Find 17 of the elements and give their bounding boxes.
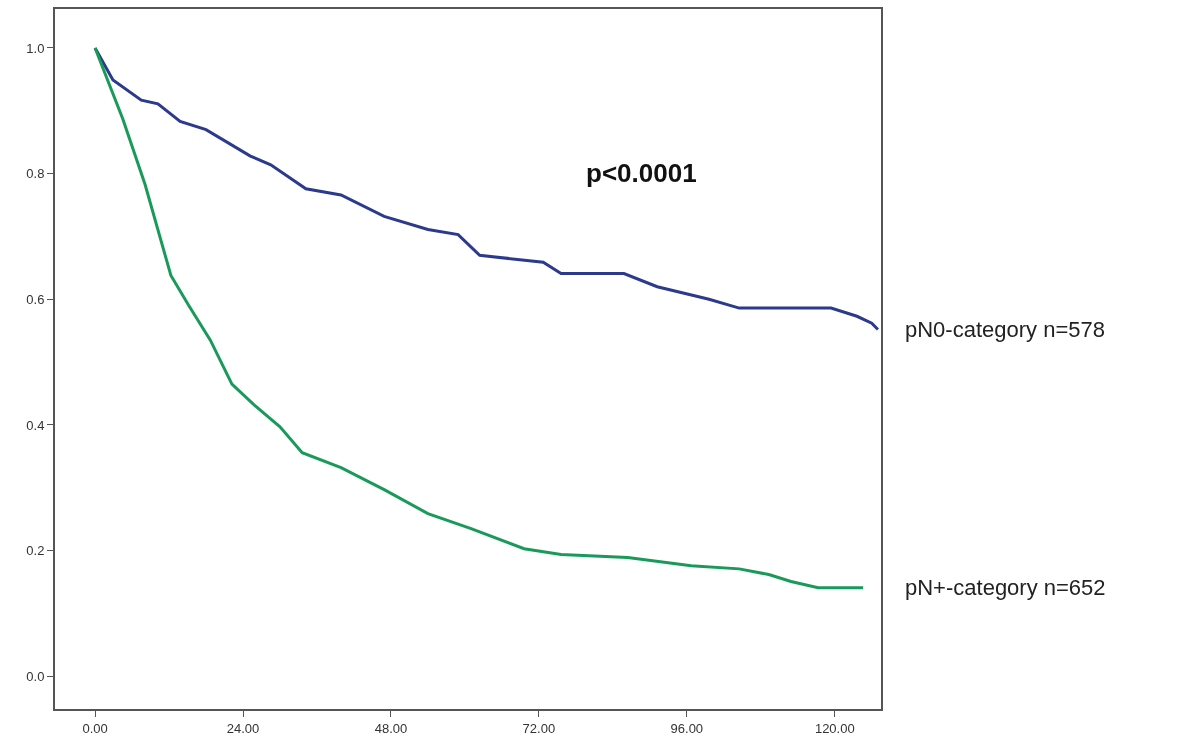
x-tick-label: 48.00 [374, 720, 408, 736]
y-tick-label: 0.8 [26, 166, 45, 182]
x-tick-label: 0.00 [82, 720, 108, 736]
y-tick-label: 0.4 [26, 417, 45, 433]
y-tick-label: 0.2 [26, 543, 45, 559]
y-tick-label: 0.6 [26, 291, 45, 307]
x-tick-label: 72.00 [522, 720, 556, 736]
line-series [93, 46, 880, 331]
x-tick-label: 120.00 [814, 720, 855, 736]
x-tick-label: 96.00 [670, 720, 704, 736]
line-series [93, 46, 865, 590]
annotation: p<0.0001 [586, 158, 697, 188]
y-tick-label: 1.0 [26, 40, 45, 56]
y-tick-label: 0.0 [26, 668, 45, 684]
x-tick-label: 24.00 [226, 720, 260, 736]
series-label: pN+-category n=652 [905, 575, 1106, 600]
series-label: pN0-category n=578 [905, 317, 1105, 342]
